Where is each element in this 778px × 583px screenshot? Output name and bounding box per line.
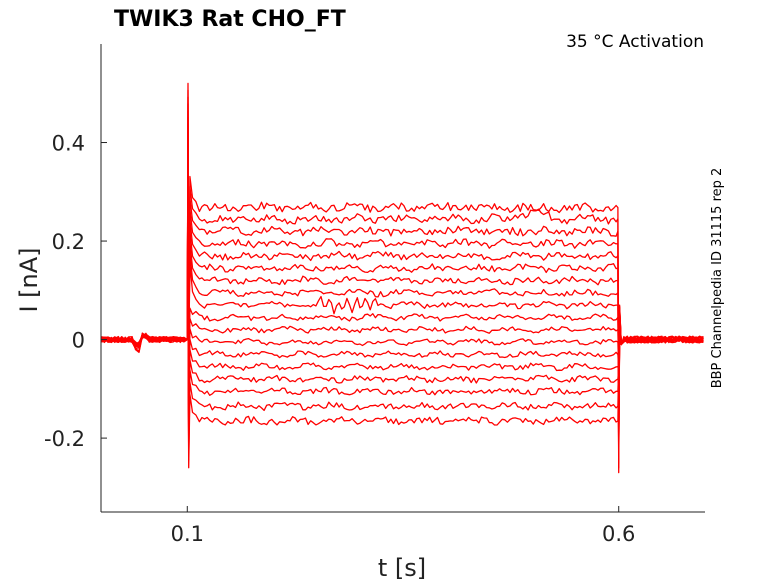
x-tick-label: 0.1 <box>171 522 204 546</box>
x-ticks: 0.1 0.6 <box>171 506 635 546</box>
current-trace <box>100 109 704 455</box>
current-trace <box>100 82 704 474</box>
current-trace <box>100 304 704 469</box>
current-trace <box>100 130 704 441</box>
current-trace <box>100 296 704 439</box>
current-trace <box>100 288 704 424</box>
plot-area: 0.1 0.6 -0.2 0 0.2 0.4 <box>44 44 705 546</box>
current-trace <box>100 305 704 461</box>
current-trace <box>100 279 704 409</box>
current-trace <box>100 123 704 446</box>
current-traces <box>100 82 704 474</box>
x-axis-label: t [s] <box>378 554 426 582</box>
y-tick-label: -0.2 <box>44 427 85 451</box>
temperature-annotation: 35 °C Activation <box>566 32 704 52</box>
current-trace <box>100 116 704 450</box>
current-trace <box>100 283 704 416</box>
current-trace <box>100 137 704 436</box>
y-tick-label: 0 <box>72 329 85 353</box>
current-trace <box>100 96 704 464</box>
y-tick-label: 0.2 <box>52 230 85 254</box>
current-trace <box>100 103 704 460</box>
y-axis-label: I [nA] <box>15 247 43 312</box>
current-trace <box>100 89 704 469</box>
y-tick-label: 0.4 <box>52 132 85 156</box>
current-trace <box>100 301 704 446</box>
y-ticks: -0.2 0 0.2 0.4 <box>44 132 107 451</box>
current-trace <box>100 292 704 431</box>
channelpedia-id-label: BBP Channelpedia ID 31115 rep 2 <box>710 168 725 389</box>
current-trace <box>100 305 704 454</box>
chart-title: TWIK3 Rat CHO_FT <box>114 7 346 32</box>
x-tick-label: 0.6 <box>602 522 635 546</box>
